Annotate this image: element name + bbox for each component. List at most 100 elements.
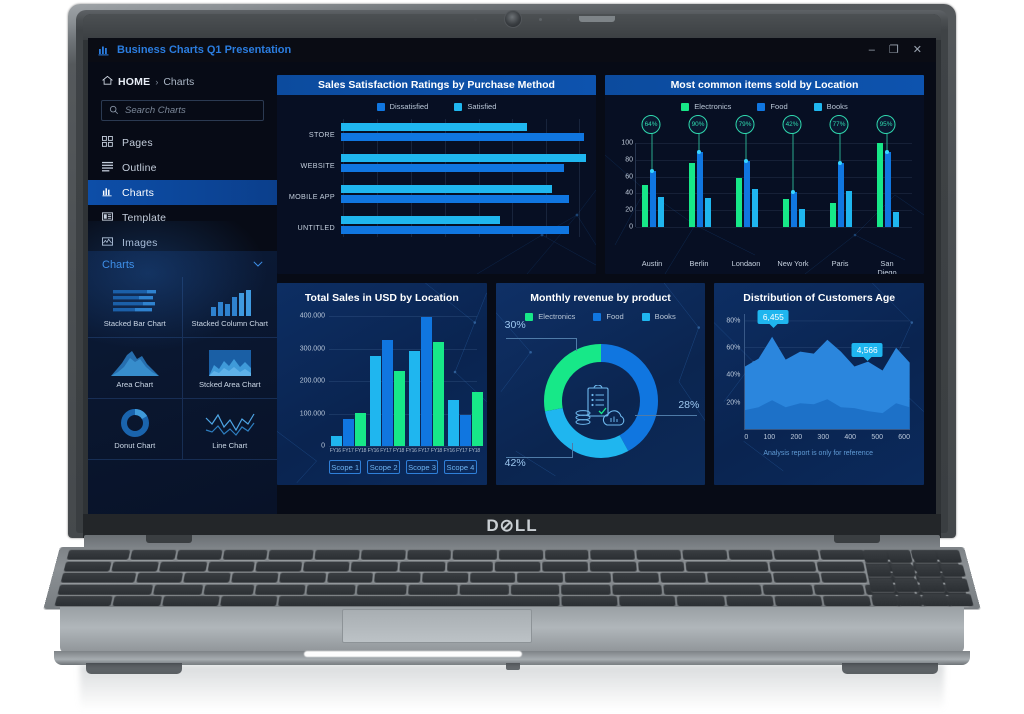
plot-area: 0 100.000 200.000 300.000 400.000 (281, 310, 483, 485)
dashboard-row-2: Total Sales in USD by Location 0 100.000… (277, 283, 925, 485)
search-icon (109, 102, 119, 120)
y-tick: 80% (726, 317, 741, 325)
palmrest (60, 607, 964, 653)
keyboard-row[interactable] (60, 572, 964, 583)
area-plot-area: 80% 60% 40% 20% (716, 310, 920, 480)
chart-legend: Dissatisfied Satisfied (277, 95, 596, 111)
scope-tab-4[interactable]: Scope 4 (444, 460, 477, 474)
bar-dissatisfied (341, 163, 564, 172)
bar-books (846, 191, 852, 227)
category-label: Austin (641, 259, 663, 268)
bar-satisfied (341, 122, 528, 131)
column-group-londaon (736, 161, 758, 227)
legend-swatch (376, 102, 385, 111)
bottom-port (506, 663, 520, 670)
sidebar-item-template[interactable]: Template (88, 205, 277, 230)
base-top-edge (84, 535, 940, 549)
legend-swatch (454, 102, 463, 111)
camera-notch (579, 16, 615, 22)
keyboard-row[interactable] (63, 561, 961, 572)
chart-thumb-stacked-column[interactable]: Stacked Column Chart (182, 277, 277, 338)
scope-tab-3[interactable]: Scope 3 (405, 460, 439, 474)
y-tick: 400.000 (299, 312, 325, 320)
search-input[interactable] (125, 105, 255, 116)
bar-books (705, 198, 711, 227)
column-group-berlin (689, 152, 711, 227)
y-tick: 200.000 (299, 377, 325, 385)
bar-books (752, 189, 758, 227)
chart-thumb-label: Stacked Column Chart (191, 318, 268, 328)
chevron-down-icon[interactable] (253, 259, 263, 271)
sidebar-item-images[interactable]: Images (88, 230, 277, 255)
scope-tab-2[interactable]: Scope 2 (367, 460, 400, 474)
x-tick: FY18 (468, 448, 480, 454)
hinge-right (834, 535, 880, 543)
template-icon (102, 211, 113, 225)
card-customers-age: Distribution of Customers Age 80% 60% 40… (714, 283, 925, 485)
legend-item: Satisfied (454, 102, 496, 111)
line-thumb-icon (199, 408, 261, 438)
chart-thumb-donut[interactable]: Donut Chart (88, 399, 183, 460)
chart-thumb-label: Stacked Bar Chart (103, 318, 166, 328)
close-button[interactable]: ✕ (912, 43, 922, 56)
minimize-button[interactable]: – (868, 43, 875, 56)
column-plot-area: 0 20 40 60 80 100 (611, 115, 916, 274)
laptop-screen: Business Charts Q1 Presentation – ❐ ✕ HO… (88, 38, 936, 514)
sidebar-item-outline[interactable]: Outline (88, 155, 277, 180)
bar-fy17 (460, 415, 471, 446)
card-title: Monthly revenue by product (530, 292, 671, 304)
x-tick: FY16 (367, 448, 379, 454)
breadcrumb-current[interactable]: Charts (163, 76, 195, 88)
search-box[interactable] (101, 100, 264, 121)
breadcrumb-home[interactable]: HOME (118, 76, 151, 88)
legend-swatch (525, 312, 534, 321)
chart-thumb-stacked-area[interactable]: Stcked Area Chart (182, 338, 277, 399)
bar-food (838, 163, 844, 227)
list-icon (102, 161, 113, 175)
category-label: WEBSITE (300, 161, 335, 170)
bar-electronics (642, 185, 648, 227)
keyboard-row[interactable] (66, 549, 958, 560)
legend-label: Dissatisfied (389, 102, 429, 111)
bar-fy16 (409, 351, 420, 446)
chart-thumb-area[interactable]: Area Chart (88, 338, 183, 399)
front-light-strip (304, 651, 522, 657)
card-monthly-revenue: Monthly revenue by product Electronics F… (495, 283, 706, 485)
chart-thumb-line[interactable]: Line Chart (182, 399, 277, 460)
column-group-paris (830, 163, 852, 227)
bar-dissatisfied (341, 225, 569, 234)
scope-tabs: Scope 1 Scope 2 Scope 3 Scope 4 (329, 460, 477, 474)
legend-item: Books (813, 102, 848, 111)
scope-tab-1[interactable]: Scope 1 (329, 460, 362, 474)
keyboard-row[interactable] (54, 595, 970, 607)
maximize-button[interactable]: ❐ (888, 43, 899, 56)
bar-food (885, 152, 891, 227)
sidebar-item-label: Pages (122, 136, 153, 149)
sidebar-item-label: Outline (122, 161, 157, 174)
x-group-scope-3: FY16 FY17 FY18 (405, 448, 443, 454)
column-group-san-diego (877, 143, 899, 227)
rubber-foot-right (842, 663, 938, 674)
legend-swatch (593, 312, 602, 321)
keyboard-row[interactable] (57, 584, 967, 595)
legend-label: Food (770, 102, 788, 111)
numeric-keypad[interactable] (862, 549, 974, 607)
slice-label-electronics: 28% (678, 399, 700, 411)
charts-library-header: Charts (88, 251, 277, 271)
sidebar-item-pages[interactable]: Pages (88, 130, 277, 155)
bar-electronics (689, 163, 695, 227)
legend-item: Food (757, 102, 788, 111)
sidebar-item-charts[interactable]: Charts (88, 180, 277, 205)
home-icon (101, 75, 114, 89)
y-axis: 80% 60% 40% 20% (716, 314, 742, 430)
bar-group-store: STORE (287, 119, 586, 150)
bar-plot-area: STORE WEBSITE (287, 119, 586, 243)
y-tick: 60% (726, 344, 741, 352)
bar-chart-icon (98, 44, 110, 56)
y-axis: 0 20 40 60 80 100 (611, 140, 633, 231)
x-group-scope-1: FY16 FY17 FY18 (329, 448, 367, 454)
window-title: Business Charts Q1 Presentation (117, 44, 292, 56)
trackpad[interactable] (342, 609, 532, 643)
chart-thumb-stacked-bar[interactable]: Stacked Bar Chart (88, 277, 183, 338)
chart-thumb-label: Stcked Area Chart (198, 379, 261, 389)
